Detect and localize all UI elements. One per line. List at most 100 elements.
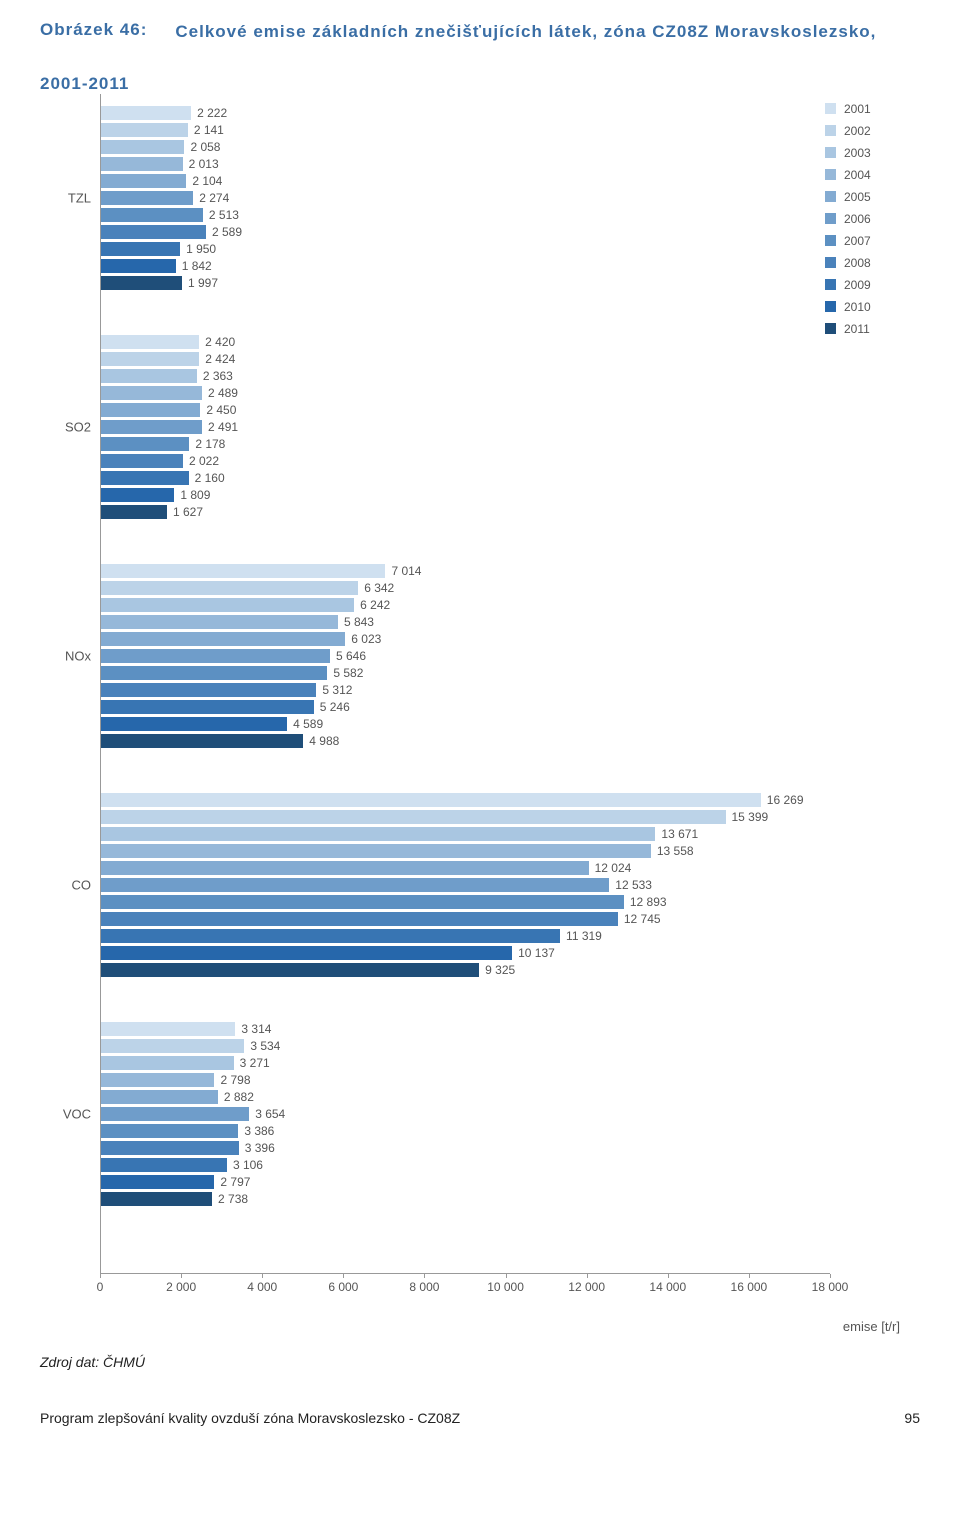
bar-row: 2 589 [101,225,830,239]
bar-row: 2 363 [101,369,830,383]
bar-row: 13 558 [101,844,830,858]
legend-swatch [825,235,836,246]
bar-value-label: 2 491 [208,420,238,434]
legend-swatch [825,191,836,202]
legend-item: 2002 [825,124,910,138]
bar [101,488,174,502]
bar-value-label: 12 893 [630,895,667,909]
bar-value-label: 7 014 [391,564,421,578]
bar-value-label: 15 399 [732,810,769,824]
bar-row: 11 319 [101,929,830,943]
bar-value-label: 9 325 [485,963,515,977]
bar [101,1090,218,1104]
bar [101,564,385,578]
legend-swatch [825,213,836,224]
bar-value-label: 5 312 [322,683,352,697]
x-tick-mark [424,1274,425,1278]
bar-value-label: 6 023 [351,632,381,646]
figure-title-line1: Celkové emise základních znečišťujících … [175,20,876,44]
bar-value-label: 2 141 [194,123,224,137]
bar-row: 5 582 [101,666,830,680]
data-source: Zdroj dat: ČHMÚ [40,1354,920,1370]
bar [101,793,761,807]
chart-container: TZL2 2222 1412 0582 0132 1042 2742 5132 … [40,94,920,1334]
bar-value-label: 6 342 [364,581,394,595]
bar-row: 5 646 [101,649,830,663]
page-footer: Program zlepšování kvality ovzduší zóna … [40,1410,920,1426]
bar [101,895,624,909]
bar [101,1141,239,1155]
bar-value-label: 3 654 [255,1107,285,1121]
figure-number: Obrázek 46: [40,20,175,44]
bar-value-label: 2 589 [212,225,242,239]
category-label: SO2 [65,419,101,434]
bar [101,174,186,188]
bar-row: 2 058 [101,140,830,154]
bar-value-label: 2 424 [205,352,235,366]
bar [101,861,589,875]
footer-program: Program zlepšování kvality ovzduší zóna … [40,1410,460,1426]
bar-value-label: 4 589 [293,717,323,731]
bar [101,259,176,273]
bar [101,352,199,366]
bar-row: 2 450 [101,403,830,417]
legend-swatch [825,257,836,268]
legend-label: 2003 [844,146,871,160]
bar [101,471,189,485]
bar [101,386,202,400]
legend-swatch [825,301,836,312]
bar-value-label: 2 363 [203,369,233,383]
x-tick-mark [830,1274,831,1278]
bar-row: 2 738 [101,1192,830,1206]
bar [101,649,330,663]
bar-value-label: 12 024 [595,861,632,875]
plot-area: TZL2 2222 1412 0582 0132 1042 2742 5132 … [100,94,830,1274]
bar-row: 12 893 [101,895,830,909]
bar-value-label: 2 178 [195,437,225,451]
bar-value-label: 3 396 [245,1141,275,1155]
bar-value-label: 1 627 [173,505,203,519]
legend-item: 2011 [825,322,910,336]
bar [101,810,726,824]
bar-row: 2 274 [101,191,830,205]
bar-row: 1 627 [101,505,830,519]
bar-row: 3 271 [101,1056,830,1070]
bar-value-label: 2 489 [208,386,238,400]
legend-label: 2009 [844,278,871,292]
legend-label: 2005 [844,190,871,204]
bar [101,454,183,468]
bar [101,1158,227,1172]
bar-value-label: 2 513 [209,208,239,222]
title-row: Obrázek 46: Celkové emise základních zne… [40,20,920,44]
legend-item: 2006 [825,212,910,226]
bar-row: 1 842 [101,259,830,273]
bar [101,700,314,714]
bar-value-label: 2 420 [205,335,235,349]
bar-row: 13 671 [101,827,830,841]
bar-value-label: 5 246 [320,700,350,714]
legend-swatch [825,125,836,136]
bar-value-label: 2 450 [206,403,236,417]
bar [101,123,188,137]
bar-row: 3 534 [101,1039,830,1053]
legend-item: 2005 [825,190,910,204]
legend-item: 2008 [825,256,910,270]
bar [101,827,655,841]
bar [101,1022,235,1036]
legend-swatch [825,103,836,114]
bar [101,946,512,960]
bar-row: 3 106 [101,1158,830,1172]
bar-row: 3 314 [101,1022,830,1036]
bar [101,420,202,434]
bar-row: 4 589 [101,717,830,731]
bar [101,335,199,349]
bar-value-label: 2 797 [220,1175,250,1189]
bar-value-label: 2 160 [195,471,225,485]
bar [101,615,338,629]
x-tick-mark [343,1274,344,1278]
bar [101,963,479,977]
bar [101,929,560,943]
x-tick-mark [749,1274,750,1278]
bar-value-label: 1 842 [182,259,212,273]
legend-swatch [825,169,836,180]
